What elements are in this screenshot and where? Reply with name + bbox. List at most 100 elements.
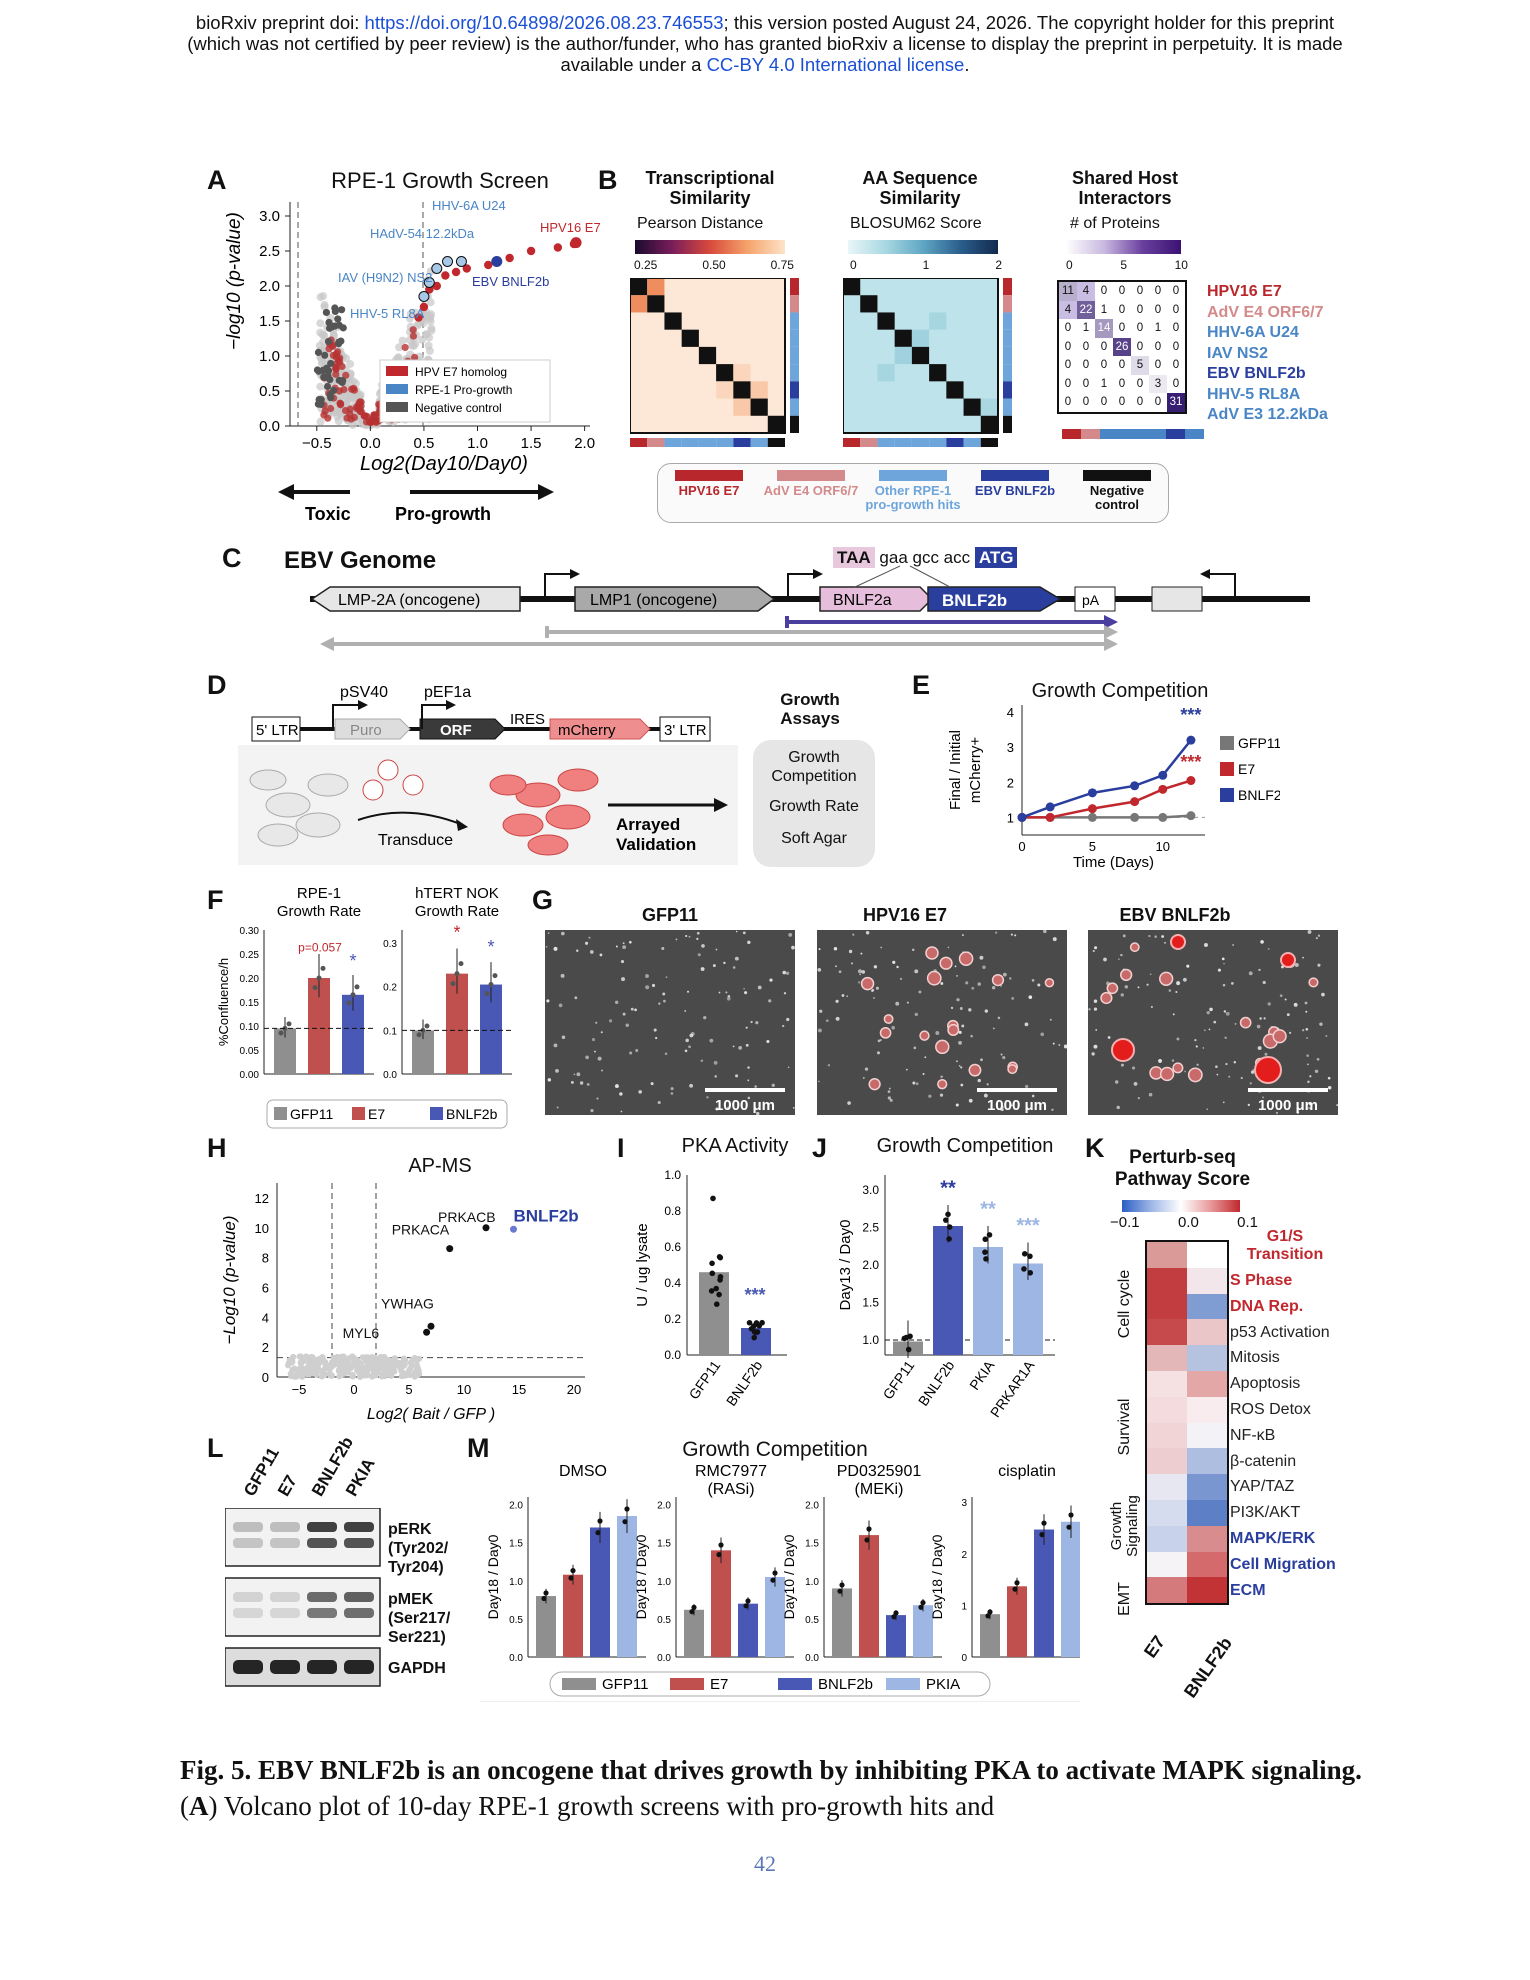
- cell-dot: [992, 1027, 995, 1030]
- y-tick-label: 0.15: [240, 998, 260, 1009]
- heatmap-cell: [733, 381, 751, 399]
- cell-dot: [1267, 947, 1270, 950]
- pathway-cell: [1147, 1448, 1187, 1475]
- cell-dot: [701, 944, 705, 948]
- cell-dot: [1294, 962, 1299, 967]
- doi-link[interactable]: https://doi.org/10.64898/2026.08.23.7465…: [364, 12, 724, 33]
- col-color-strip: [929, 438, 947, 447]
- bar-GFP11: [412, 1030, 434, 1074]
- cell-dot: [871, 988, 875, 992]
- protein-point: [313, 1362, 320, 1369]
- cell-dot: [1103, 957, 1107, 962]
- panel-label-b: B: [598, 165, 618, 195]
- screen-point: [316, 417, 325, 426]
- protein-point: [398, 1368, 405, 1375]
- y-axis-label: Final / Initial: [947, 730, 964, 810]
- y-axis-label: Day10 / Day0: [781, 1534, 797, 1619]
- replicate-point: [454, 971, 460, 977]
- legend-swatch: [1220, 736, 1234, 750]
- cell-dot: [1307, 1080, 1310, 1084]
- replicate-point: [905, 1346, 912, 1353]
- matrix-cell: 1: [1100, 303, 1108, 316]
- replicate-point: [543, 1590, 549, 1596]
- cell-dot: [645, 985, 650, 990]
- pathway-label: S Phase: [1230, 1272, 1293, 1289]
- colony: [1272, 1029, 1287, 1044]
- matrix-cell: 0: [1136, 340, 1144, 353]
- pathway-cell: [1147, 1267, 1187, 1294]
- matrix-cell: 26: [1113, 337, 1131, 356]
- band: [270, 1592, 300, 1602]
- pka-activity-chart: 0.0 0.2 0.4 0.6 0.8 1.0 U / ug lysate GFP11 BNLF…: [634, 1168, 787, 1409]
- cell-dot: [1316, 1057, 1320, 1061]
- row-color-strip: [1003, 312, 1012, 330]
- large-colony: [1170, 934, 1186, 950]
- hit-label: BNLF2b: [514, 1206, 579, 1225]
- cell-dot: [735, 930, 738, 933]
- matrix-cell: 0: [1172, 322, 1180, 335]
- protein-point: [387, 1362, 394, 1369]
- screen-point: [405, 314, 414, 323]
- negative-control-point: [339, 376, 347, 385]
- cell-dot: [875, 986, 879, 990]
- y-tick-label: 0.20: [240, 974, 260, 985]
- cell-dot: [817, 967, 822, 972]
- cell-dot: [1232, 943, 1235, 947]
- x-tick-label: 0: [350, 1382, 357, 1397]
- caption-text: (: [180, 1791, 189, 1821]
- data-point: [1158, 770, 1168, 780]
- matrix-cell: 0: [1118, 285, 1126, 298]
- cell-dot: [1222, 1101, 1225, 1104]
- cell-dot: [977, 982, 981, 986]
- replicate-point: [920, 1600, 926, 1606]
- cell-dot: [658, 1002, 661, 1005]
- legend-swatch: [562, 1678, 596, 1690]
- matrix-cell: 0: [1136, 322, 1144, 335]
- protein-point: [387, 1357, 394, 1364]
- panel-label-i: I: [617, 1133, 625, 1163]
- heatmap-aa-sequence: [843, 278, 1012, 447]
- cell-dot: [588, 936, 591, 939]
- cell-dot: [1194, 1038, 1197, 1042]
- y-tick-label: 0: [961, 1653, 967, 1664]
- band: [270, 1522, 300, 1532]
- license-link[interactable]: CC-BY 4.0 International license: [706, 54, 965, 75]
- y-tick-label: 12: [255, 1191, 269, 1206]
- interactor-color-strip: [1062, 429, 1205, 439]
- bar-GFP11: [684, 1609, 704, 1657]
- y-tick-label: 0.0: [509, 1653, 523, 1664]
- e7-homolog-point: [325, 345, 333, 353]
- cell-dot: [1148, 1092, 1153, 1097]
- pathway-cell: [1187, 1499, 1227, 1526]
- cell-dot: [1094, 946, 1098, 950]
- heatmap-cell: [877, 364, 895, 382]
- cell-dot: [1321, 992, 1325, 997]
- cell-dot: [950, 1006, 954, 1010]
- cell-dot: [1010, 1104, 1013, 1107]
- legend-swatch-neg: [386, 402, 408, 412]
- y-tick-label: 3.0: [862, 1183, 879, 1197]
- heatmap-cell: [750, 398, 768, 416]
- replicate-point: [424, 1023, 430, 1029]
- row-color-strip: [790, 295, 799, 313]
- matrix-cell: 22: [1077, 300, 1095, 319]
- protein-point: [297, 1359, 304, 1366]
- cell-dot: [818, 948, 821, 951]
- significance: ***: [1180, 705, 1201, 725]
- pathway-label: NF-κB: [1230, 1426, 1276, 1444]
- soft-agar-title-e7: HPV16 E7: [862, 905, 948, 925]
- heatmap-cell: [630, 278, 648, 296]
- pathway-label: p53 Activation: [1230, 1323, 1330, 1341]
- cell-dot: [1258, 968, 1261, 972]
- cell-dot: [684, 1010, 687, 1012]
- gene-lmp2a: LMP-2A (oncogene): [338, 592, 480, 609]
- screen-point: [409, 342, 418, 351]
- protein-point: [288, 1373, 295, 1380]
- band: [233, 1608, 263, 1618]
- heatmap-transcriptional: [630, 278, 799, 447]
- cell-dot: [1132, 1066, 1136, 1070]
- colony: [1172, 1062, 1184, 1074]
- colony: [926, 970, 942, 986]
- col-color-strip: [767, 438, 785, 447]
